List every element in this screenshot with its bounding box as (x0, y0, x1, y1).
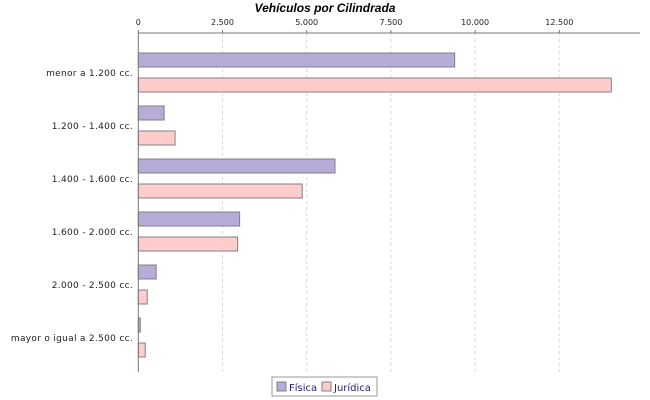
bar-fisica (137, 158, 336, 174)
bar-fisica (137, 264, 157, 280)
category-label: 1.600 - 2.000 cc. (52, 228, 133, 238)
legend: Física Jurídica (271, 376, 378, 397)
category-label: menor a 1.200 cc. (46, 69, 133, 79)
bar-juridica (137, 77, 612, 93)
bar-juridica (137, 183, 303, 199)
legend-label: Jurídica (333, 382, 371, 394)
axes: 0 2.500 5.000 7.500 10.000 12.500 menor a 1.20… (11, 18, 640, 372)
bar-fisica (137, 211, 241, 227)
tick-label: 10.000 (461, 18, 489, 27)
tick-label: 7.500 (379, 18, 402, 27)
category-label: 1.400 - 1.600 cc. (52, 175, 133, 185)
category-label: mayor o igual a 2.500 cc. (11, 334, 133, 344)
bar-juridica (137, 236, 239, 252)
category-label: 2.000 - 2.500 cc. (52, 281, 133, 291)
bar-juridica (137, 130, 176, 146)
legend-swatch (321, 381, 332, 392)
legend-label: Física (289, 382, 317, 394)
bar-fisica (137, 105, 165, 121)
bar-juridica (137, 289, 148, 305)
tick-label: 12.500 (545, 18, 573, 27)
tick-label: 0 (136, 18, 141, 27)
tick-label: 5.000 (295, 18, 318, 27)
tick-label: 2.500 (211, 18, 234, 27)
bar-fisica (137, 52, 456, 68)
bars (137, 52, 612, 358)
category-label: 1.200 - 1.400 cc. (52, 122, 133, 132)
legend-swatch (276, 381, 287, 392)
bar-juridica (137, 342, 146, 358)
chart-title: Vehículos por Cilindrada (255, 1, 396, 15)
